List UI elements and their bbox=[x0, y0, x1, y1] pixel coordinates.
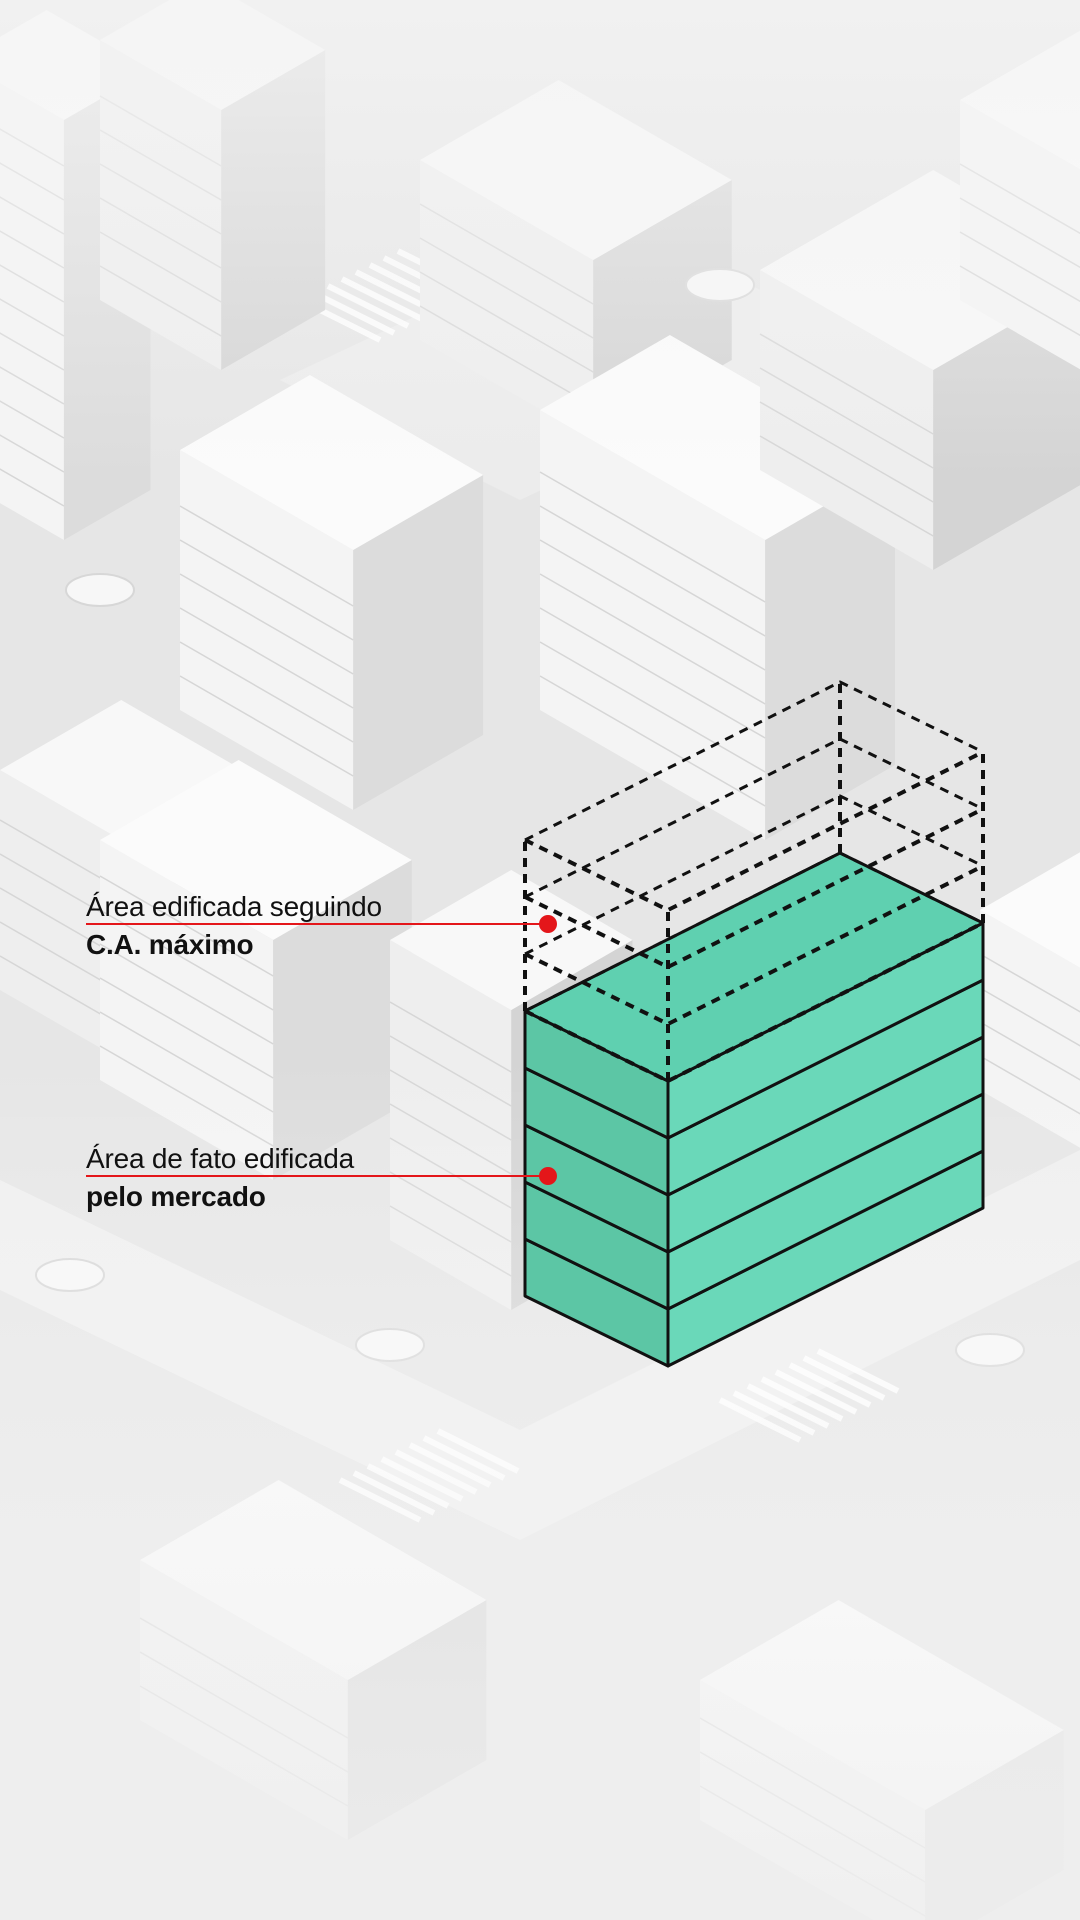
potential-floor-edge-back bbox=[524, 680, 984, 842]
annotation-max-line1: Área edificada seguindo bbox=[86, 891, 382, 922]
potential-floor-edge-back bbox=[524, 737, 984, 899]
annotation-pointers bbox=[86, 915, 557, 1185]
built-floor bbox=[523, 1035, 985, 1254]
potential-floor-edge-front bbox=[524, 750, 984, 912]
potential-floor-edge-front bbox=[524, 921, 984, 1083]
annotation-actual-line2: pelo mercado bbox=[86, 1181, 266, 1212]
built-floors-stack bbox=[523, 851, 985, 1368]
annotation-max-line2: C.A. máximo bbox=[86, 929, 254, 960]
pointer-dot-max bbox=[539, 915, 557, 933]
annotation-actual-line1: Área de fato edificada bbox=[86, 1143, 355, 1174]
potential-floor-edge-front bbox=[524, 864, 984, 1026]
potential-floors-dashed-outline bbox=[523, 680, 985, 1083]
annotation-max-far: Área edificada seguindo C.A. máximo bbox=[86, 888, 382, 964]
annotation-actual-built: Área de fato edificada pelo mercado bbox=[86, 1140, 354, 1216]
potential-floor-edge-front bbox=[524, 807, 984, 969]
pointer-dot-actual bbox=[539, 1167, 557, 1185]
built-floor bbox=[523, 1149, 985, 1368]
